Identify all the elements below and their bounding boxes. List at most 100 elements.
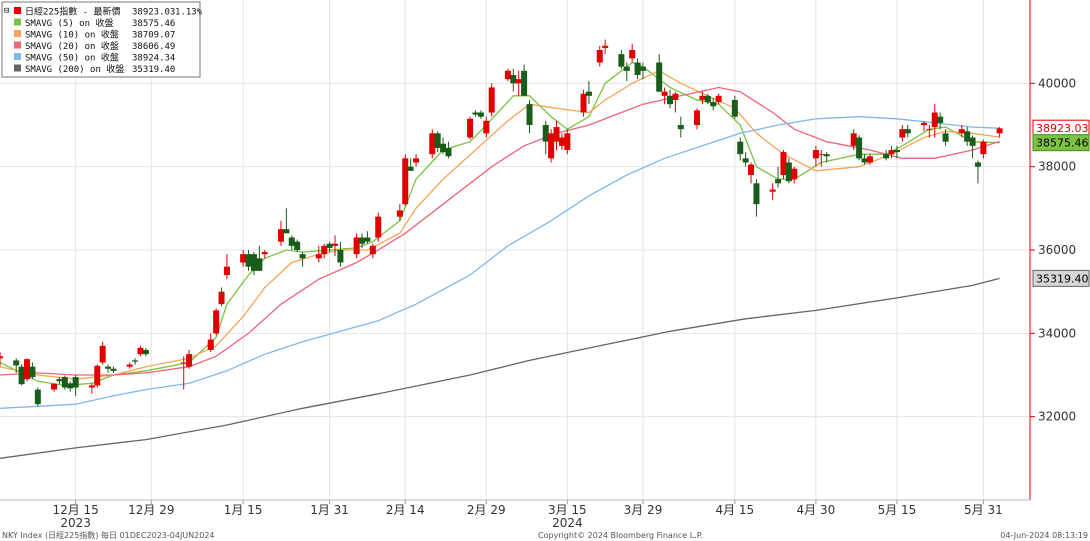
- candle-body: [661, 91, 668, 96]
- legend-swatch: [14, 64, 21, 72]
- candle-body: [396, 210, 403, 217]
- candle-body: [818, 154, 825, 156]
- candle-body: [180, 362, 187, 364]
- candle-body: [402, 158, 409, 205]
- legend-name: SMAVG (50) on 收盤: [25, 52, 119, 64]
- legend-value: 38575.46: [132, 19, 175, 29]
- legend-swatch: [14, 41, 21, 49]
- candle-body: [207, 339, 214, 350]
- candle-body: [105, 366, 112, 369]
- candle-body: [893, 150, 900, 153]
- candle-body: [526, 104, 533, 125]
- moving-averages: [0, 61, 1000, 459]
- candle-body: [672, 93, 679, 100]
- legend-name: SMAVG (5) on 收盤: [25, 17, 113, 29]
- x-tick-label: 3月 29: [624, 503, 663, 517]
- candle-body: [223, 266, 230, 275]
- candle-body: [321, 245, 328, 255]
- candle-body: [504, 70, 511, 80]
- candle-body: [677, 125, 684, 130]
- candle-body: [942, 133, 949, 142]
- candle-body: [337, 250, 344, 263]
- candle-body: [467, 118, 474, 138]
- price-badge-label: 38923.03: [1036, 122, 1089, 135]
- candle-body: [856, 137, 863, 159]
- x-tick-label: 12月 29: [128, 503, 174, 517]
- x-tick-label: 3月 15: [548, 503, 587, 517]
- candle-body: [980, 141, 987, 155]
- axes: 32000 34000 36000 38000 40000 12月 15 12月 29 1月 …: [0, 0, 1076, 530]
- candle-body: [472, 112, 479, 115]
- legend-value: 35319.40: [132, 65, 175, 75]
- candle-body: [137, 347, 144, 355]
- ma-line: [0, 86, 1000, 376]
- y-tick-label: 34000: [1038, 326, 1076, 340]
- candle-body: [850, 133, 857, 146]
- candle-body: [277, 229, 284, 242]
- candle-body: [564, 133, 571, 150]
- legend-name: SMAVG (10) on 收盤: [25, 29, 119, 41]
- candlesticks: [0, 39, 1003, 407]
- year-label: 2023: [60, 516, 91, 530]
- candle-body: [888, 150, 895, 155]
- candle-body: [639, 66, 646, 71]
- legend: 日經225指數 - 最新價 38923.03 1.13% SMAVG (5) on 收…: [1, 1, 203, 78]
- candle-body: [866, 156, 873, 163]
- candle-body: [775, 179, 782, 184]
- candle-body: [974, 162, 981, 167]
- candle-body: [920, 122, 927, 125]
- candle-body: [326, 243, 333, 248]
- legend-name: SMAVG (200) on 收盤: [25, 63, 124, 75]
- candle-body: [477, 112, 484, 117]
- candle-body: [56, 379, 63, 382]
- candle-body: [780, 152, 787, 175]
- candle-body: [926, 129, 933, 131]
- candle-body: [694, 110, 701, 125]
- legend-swatch: [14, 53, 21, 60]
- candle-body: [488, 87, 495, 113]
- candle-body: [899, 129, 906, 138]
- x-tick-label: 1月 15: [224, 503, 263, 517]
- x-tick-label: 5月 31: [964, 503, 1003, 517]
- candle-body: [429, 133, 436, 155]
- candle-body: [731, 100, 738, 117]
- candle-body: [126, 364, 133, 367]
- candle-body: [861, 158, 868, 163]
- y-tick-label: 38000: [1038, 160, 1076, 174]
- candle-body: [132, 360, 139, 362]
- legend-value: 38709.07: [132, 31, 175, 41]
- legend-name: SMAVG (20) on 收盤: [25, 40, 119, 52]
- candle-body: [553, 127, 560, 142]
- x-tick-label: 5月 15: [878, 503, 917, 517]
- legend-name: 日經225指數 - 最新價: [25, 6, 121, 18]
- candle-body: [299, 254, 306, 259]
- candle-body: [213, 310, 220, 334]
- candle-body: [434, 133, 441, 148]
- candle-body: [737, 141, 744, 155]
- candle-body: [250, 254, 257, 271]
- candle-body: [261, 252, 268, 255]
- candle-body: [618, 54, 625, 67]
- candle-body: [656, 62, 663, 92]
- x-tick-label: 4月 30: [797, 503, 836, 517]
- footer: NKY Index (日經225指數) 每日 01DEC2023-04JUN20…: [2, 530, 1088, 540]
- x-tick-label: 2月 29: [467, 503, 506, 517]
- candle-body: [315, 254, 322, 259]
- candle-body: [288, 237, 295, 246]
- price-badge-label: 35319.40: [1036, 272, 1089, 285]
- candle-body: [61, 377, 68, 388]
- candle-body: [996, 128, 1003, 134]
- candle-body: [542, 125, 549, 142]
- legend-value: 38606.49: [132, 42, 175, 52]
- legend-extra: 1.13%: [175, 8, 203, 18]
- candle-body: [186, 354, 193, 367]
- candle-body: [883, 154, 890, 159]
- candle-body: [218, 291, 225, 305]
- price-badge-label: 38575.46: [1036, 137, 1089, 150]
- candle-body: [791, 168, 798, 180]
- candle-body: [13, 360, 20, 366]
- candle-body: [580, 93, 587, 113]
- candle-body: [375, 216, 382, 238]
- candle-body: [99, 345, 106, 363]
